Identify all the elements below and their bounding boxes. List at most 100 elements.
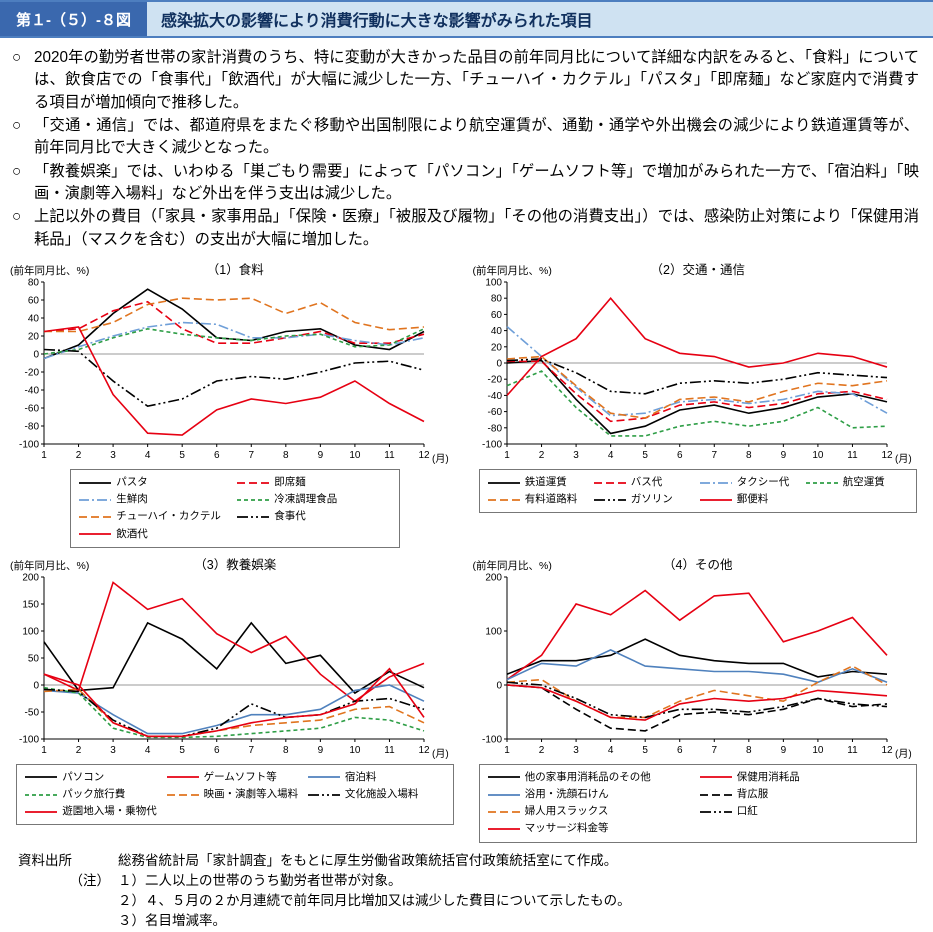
note-lines: １）二人以上の世帯のうち勤労者世帯が対象。 ２）４、５月の２か月連続で前年同月比…	[118, 871, 915, 932]
svg-text:5: 5	[642, 450, 648, 461]
svg-text:200: 200	[485, 572, 502, 583]
legend-item: 生鮮肉	[77, 491, 235, 508]
legend-line-icon	[25, 810, 58, 813]
svg-text:12: 12	[881, 745, 893, 756]
svg-text:7: 7	[248, 745, 254, 756]
svg-text:80: 80	[490, 294, 502, 305]
svg-text:8: 8	[746, 745, 752, 756]
others-chart-legend: 他の家事用消耗品のその他 保健用消耗品 浴用・洗顔石けん 背広服 婦人用スラックス 口紅マ…	[478, 763, 917, 843]
legend-label: ゲームソフト等	[203, 770, 277, 783]
chart-title-food: （1）食料	[206, 262, 264, 277]
legend-line-icon	[487, 828, 520, 830]
bullet-text: 「交通・通信」では、都道府県をまたぐ移動や出国制限により航空運賃が、通勤・通学や…	[34, 116, 919, 157]
legend-label: 冷凍調理食品	[274, 493, 338, 506]
legend-label: 生鮮肉	[116, 493, 148, 506]
svg-text:(月): (月)	[432, 748, 449, 760]
legend-label: 食事代	[274, 510, 306, 523]
svg-text:2: 2	[538, 450, 544, 461]
chart-cell-food: （1）食料 (前年同月比、%) 80 60 40 20 0 -20 -40 -60 -80 -10…	[4, 259, 467, 548]
charts-grid: （1）食料 (前年同月比、%) 80 60 40 20 0 -20 -40 -60 -80 -10…	[0, 255, 933, 843]
svg-text:12: 12	[418, 745, 430, 756]
legend-line-icon	[699, 498, 732, 501]
legend-label: チューハイ・カクテル	[116, 510, 221, 523]
legend-label: パック旅行費	[62, 788, 126, 801]
legend-item: チューハイ・カクテル	[77, 508, 235, 525]
svg-text:80: 80	[28, 277, 40, 288]
svg-text:6: 6	[676, 450, 682, 461]
legend-line-icon	[805, 481, 838, 484]
svg-text:100: 100	[485, 277, 502, 288]
legend-line-icon	[237, 481, 270, 484]
svg-text:(月): (月)	[895, 453, 912, 465]
legend-line-icon	[487, 810, 520, 813]
food-chart-legend: パスタ 即席麺 生鮮肉 冷凍調理食品 チューハイ・カクテル 食事代 飲酒代	[70, 468, 401, 548]
legend-line-icon	[307, 776, 340, 779]
legend-line-icon	[487, 481, 520, 484]
legend-line-icon	[237, 516, 270, 518]
legend-line-icon	[593, 481, 626, 484]
legend-line-icon	[166, 793, 199, 796]
chart-title-transport: （2）交通・通信	[650, 262, 745, 277]
legend-line-icon	[79, 533, 112, 536]
legend-line-icon	[593, 498, 626, 501]
svg-text:2: 2	[76, 450, 82, 461]
svg-text:10: 10	[349, 745, 361, 756]
chart-ylabel: (前年同月比、%)	[472, 264, 552, 277]
svg-text:40: 40	[28, 313, 40, 324]
legend-label: ガソリン	[630, 493, 673, 506]
legend-label: 有料道路料	[524, 493, 578, 506]
transport-chart-legend: 鉄道運賃 バス代 タクシー代 航空運賃有料道路料 ガソリン 郵便料	[478, 468, 917, 514]
legend-line-icon	[487, 498, 520, 501]
legend-item: 宿泊料	[306, 769, 447, 786]
svg-text:1: 1	[504, 745, 510, 756]
chart-cell-culture-recreation: （3）教養娯楽 (前年同月比、%) 200 150 100 50 0 -50 -100 1 2 3…	[4, 554, 467, 843]
svg-text:40: 40	[490, 326, 502, 337]
svg-text:8: 8	[746, 450, 752, 461]
legend-item: パスタ	[77, 474, 235, 491]
svg-text:1: 1	[41, 450, 47, 461]
legend-label: 浴用・洗顔石けん	[524, 788, 609, 801]
legend-item: 有料道路料	[486, 491, 592, 508]
legend-line-icon	[307, 793, 340, 796]
svg-text:-40: -40	[487, 391, 502, 402]
svg-text:200: 200	[22, 572, 39, 583]
legend-item: 鉄道運賃	[486, 474, 592, 491]
svg-text:-50: -50	[25, 707, 40, 718]
svg-text:7: 7	[248, 450, 254, 461]
svg-text:0: 0	[33, 349, 39, 360]
legend-item: 食事代	[235, 508, 393, 525]
legend-label: 即席麺	[274, 475, 306, 488]
chart-title-recreation: （3）教養娯楽	[194, 557, 277, 572]
legend-label: タクシー代	[736, 475, 790, 488]
svg-text:1: 1	[504, 450, 510, 461]
legend-item: 文化施設入場料	[306, 786, 447, 803]
legend-label: バス代	[630, 475, 663, 488]
footer-notes: 資料出所 総務省統計局「家計調査」をもとに厚生労働省政策統括官付政策統括室にて作…	[0, 843, 933, 932]
svg-text:20: 20	[490, 342, 502, 353]
svg-text:11: 11	[847, 450, 858, 461]
chart-ylabel: (前年同月比、%)	[10, 559, 90, 572]
svg-text:-40: -40	[25, 385, 40, 396]
legend-label: 航空運賃	[842, 475, 885, 488]
legend-line-icon	[699, 481, 732, 484]
svg-text:7: 7	[711, 745, 717, 756]
svg-text:6: 6	[676, 745, 682, 756]
svg-text:9: 9	[780, 450, 786, 461]
svg-text:12: 12	[881, 450, 893, 461]
svg-text:3: 3	[110, 745, 116, 756]
legend-label: 郵便料	[736, 493, 769, 506]
chart-head: （4）その他 (前年同月比、%)	[467, 554, 930, 572]
svg-text:10: 10	[812, 450, 824, 461]
bullet-marker: ○	[12, 162, 22, 180]
legend-label: 映画・演劇等入場料	[203, 788, 299, 801]
svg-text:10: 10	[812, 745, 824, 756]
legend-item: タクシー代	[698, 474, 804, 491]
svg-text:11: 11	[384, 745, 395, 756]
svg-text:3: 3	[573, 745, 579, 756]
svg-text:1: 1	[41, 745, 47, 756]
legend-item: ゲームソフト等	[165, 769, 306, 786]
legend-item: 冷凍調理食品	[235, 491, 393, 508]
svg-text:-80: -80	[25, 421, 40, 432]
svg-text:-100: -100	[481, 439, 501, 450]
